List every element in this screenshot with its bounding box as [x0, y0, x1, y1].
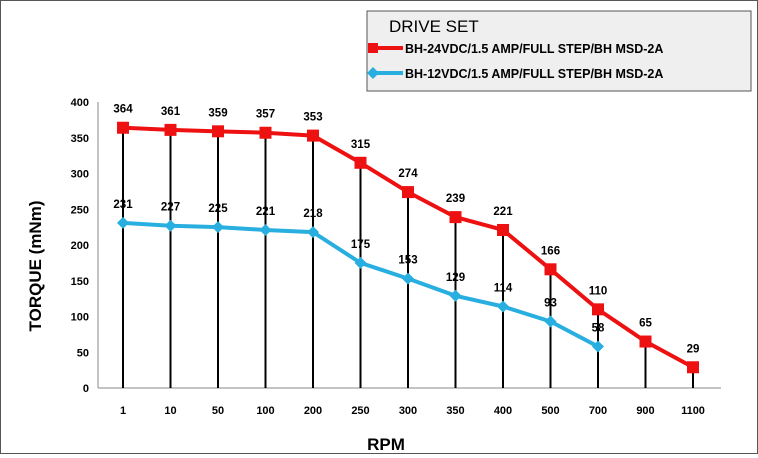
data-point-24v — [164, 123, 177, 136]
legend: DRIVE SET BH-24VDC/1.5 AMP/FULL STEP/BH … — [366, 10, 752, 92]
data-label: 221 — [256, 206, 276, 218]
legend-label-24v: BH-24VDC/1.5 AMP/FULL STEP/BH MSD-2A — [405, 42, 663, 56]
data-label: 315 — [351, 139, 371, 151]
data-point-12v — [544, 315, 557, 328]
x-tick-label: 900 — [636, 405, 654, 417]
y-tick-label: 150 — [71, 276, 89, 288]
x-tick-label: 200 — [304, 405, 322, 417]
y-tick-labels: 0 50 100 150 200 250 300 350 400 — [71, 97, 89, 395]
y-tick-label: 400 — [71, 97, 89, 109]
data-point-12v — [164, 219, 177, 232]
data-point-24v — [687, 361, 699, 374]
data-point-24v — [592, 303, 604, 316]
data-label: 274 — [398, 168, 418, 180]
x-axis-title: RPM — [367, 435, 405, 453]
y-axis-title: TORQUE (mNm) — [26, 201, 45, 332]
x-tick-label: 250 — [351, 405, 369, 417]
data-point-12v — [449, 289, 462, 302]
x-tick-label: 1100 — [681, 405, 705, 417]
data-label: 114 — [494, 282, 513, 294]
x-tick-label: 10 — [164, 405, 176, 417]
data-label: 110 — [589, 285, 608, 297]
legend-title: DRIVE SET — [389, 17, 479, 36]
y-tick-label: 250 — [71, 204, 89, 216]
data-label: 221 — [493, 206, 513, 218]
data-label: 58 — [592, 323, 605, 335]
y-tick-label: 350 — [71, 133, 89, 145]
data-point-24v — [117, 121, 129, 134]
data-labels: 364 361 359 357 353 315 274 239 221 166 110 65 29 231… — [113, 104, 699, 356]
series-markers — [117, 121, 699, 374]
x-tick-label: 500 — [541, 405, 559, 417]
y-tick-label: 200 — [71, 240, 89, 252]
data-point-24v — [259, 126, 272, 139]
data-label: 227 — [161, 202, 180, 214]
legend-label-12v: BH-12VDC/1.5 AMP/FULL STEP/BH MSD-2A — [405, 67, 663, 81]
legend-box — [366, 10, 752, 92]
data-point-24v — [449, 211, 462, 224]
data-label: 359 — [208, 107, 227, 119]
x-tick-label: 700 — [589, 405, 607, 417]
y-tick-label: 0 — [83, 383, 89, 395]
legend-marker-12v — [367, 67, 379, 79]
data-label: 129 — [446, 272, 465, 284]
data-point-24v — [307, 129, 319, 142]
data-label: 93 — [544, 298, 557, 310]
data-label: 239 — [446, 193, 465, 205]
data-point-12v — [592, 340, 604, 353]
data-label: 153 — [398, 255, 417, 267]
data-label: 166 — [541, 245, 560, 257]
data-label: 357 — [256, 109, 275, 121]
data-point-12v — [212, 221, 224, 234]
data-point-12v — [259, 223, 272, 236]
data-point-24v — [354, 156, 367, 169]
y-tick-label: 50 — [77, 347, 89, 359]
data-point-24v — [402, 186, 414, 199]
x-tick-label: 1 — [120, 405, 126, 417]
data-label: 225 — [208, 203, 228, 215]
data-point-12v — [354, 256, 367, 269]
data-point-24v — [497, 223, 509, 236]
data-label: 175 — [351, 239, 371, 251]
data-label: 353 — [303, 112, 322, 124]
data-point-12v — [402, 272, 414, 285]
legend-marker-24v — [368, 43, 378, 53]
data-point-24v — [544, 263, 557, 276]
x-tick-label: 100 — [256, 405, 274, 417]
data-label: 361 — [161, 106, 181, 118]
x-tick-label: 350 — [446, 405, 464, 417]
x-tick-label: 400 — [494, 405, 512, 417]
x-tick-label: 50 — [212, 405, 224, 417]
data-label: 218 — [303, 208, 323, 220]
data-point-24v — [639, 335, 652, 348]
data-point-12v — [117, 216, 129, 229]
data-label: 364 — [113, 104, 133, 116]
data-label: 231 — [113, 199, 133, 211]
data-label: 65 — [639, 318, 652, 330]
data-point-12v — [307, 226, 319, 239]
x-tick-label: 300 — [399, 405, 417, 417]
x-tick-labels: 1 10 50 100 200 250 300 350 400 500 700 900 1100 — [120, 405, 705, 417]
y-tick-label: 100 — [71, 312, 89, 324]
data-point-24v — [212, 125, 224, 138]
data-label: 29 — [687, 343, 700, 355]
data-point-12v — [497, 300, 509, 313]
y-tick-label: 300 — [71, 169, 89, 181]
